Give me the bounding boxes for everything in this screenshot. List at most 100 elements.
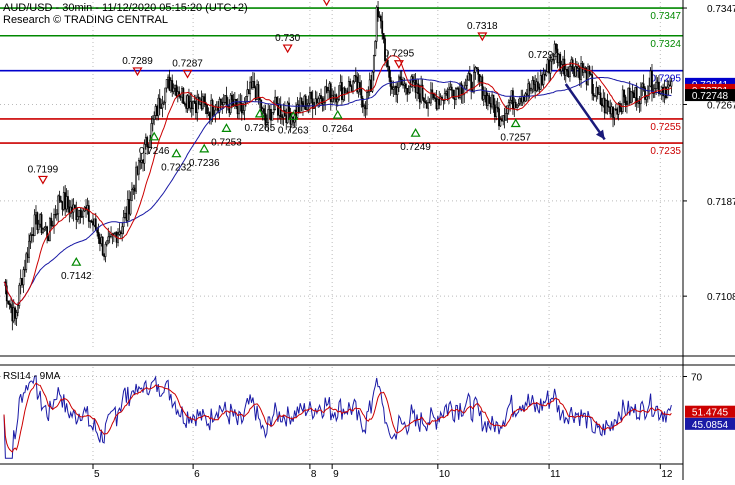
candle-body [464,85,467,90]
candle-body [57,195,60,215]
candle-body [485,90,488,106]
candle-body [64,192,67,210]
rsi-ma-line [3,382,672,453]
candle-body [498,108,500,127]
candle-body [331,95,334,102]
candle-body [250,81,253,88]
candle-body [336,99,339,103]
candle-body [400,79,403,85]
candle-body [431,89,434,95]
peak-label: 0.730 [275,33,300,44]
candle-body [477,68,480,75]
candle-body [631,91,634,94]
candle-body [265,122,268,126]
candle-body [528,83,531,92]
candle-body [396,87,399,95]
candle-body [193,101,196,104]
candle-body [108,235,111,238]
x-tick-label: 10 [439,469,451,480]
x-tick-label: 12 [661,469,673,480]
candle-body [466,79,468,86]
candle-body [589,73,592,75]
candle-body [36,212,39,230]
candle-body [29,234,32,242]
candle-body [220,98,222,103]
candle-body [55,213,58,215]
candle-body [651,70,653,94]
candle-body [617,103,620,115]
candle-body [17,305,19,313]
candle-body [569,66,571,78]
candle-body [274,96,277,110]
candle-body [190,101,193,110]
candle-body [122,217,125,228]
candle-body [398,76,400,88]
candle-body [510,90,513,101]
candle-body [60,200,62,203]
candle-body [428,101,431,104]
candle-body [500,119,503,122]
candle-body [670,81,673,87]
candle-body [531,80,534,90]
candle-body [488,95,491,104]
candle-body [242,110,245,114]
candle-body [367,91,370,93]
candle-body [96,229,99,233]
candle-body [364,105,367,110]
candle-body [101,236,104,256]
candle-body [32,234,35,236]
candle-body [315,98,318,104]
candle-body [44,226,47,229]
candle-body [357,82,360,93]
candle-body [439,96,442,106]
trough-marker-up [221,123,232,132]
candle-body [571,59,574,70]
candle-body [5,285,8,302]
candle-body [257,84,260,99]
candle-body [19,277,22,286]
candle-body [210,100,213,120]
candle-body [555,43,557,50]
candle-body [516,104,518,108]
trough-marker-up [199,143,210,153]
trough-marker-up [254,108,265,118]
candle-body [79,210,82,218]
candle-body [386,59,389,68]
candle-body [573,68,576,77]
candle-body [474,67,477,73]
candle-body [121,226,124,234]
candle-body [667,84,670,88]
trough-label: 0.7257 [500,133,531,144]
candle-body [142,159,144,164]
candle-body [406,87,409,95]
candle-body [580,63,582,80]
level-label: 0.7324 [650,39,681,50]
candle-body [637,101,639,104]
candle-body [203,96,206,103]
candle-body [74,204,76,209]
candle-body [28,240,30,258]
candle-body [591,74,594,94]
candle-body [438,98,441,106]
candle-body [263,108,265,114]
candle-body [662,86,664,97]
candle-body [644,87,646,100]
candle-body [453,97,456,100]
trough-marker-up [71,256,82,266]
candle-body [140,159,143,163]
candle-body [449,86,452,90]
candle-body [491,94,493,108]
candle-body [352,81,354,92]
candle-body [446,91,449,99]
candle-body [649,70,652,87]
candle-body [300,97,303,104]
candle-body [507,102,510,107]
candle-body [105,240,108,245]
candle-body [525,93,528,96]
candle-body [167,76,169,80]
candle-body [62,192,65,210]
candle-body [146,137,149,147]
